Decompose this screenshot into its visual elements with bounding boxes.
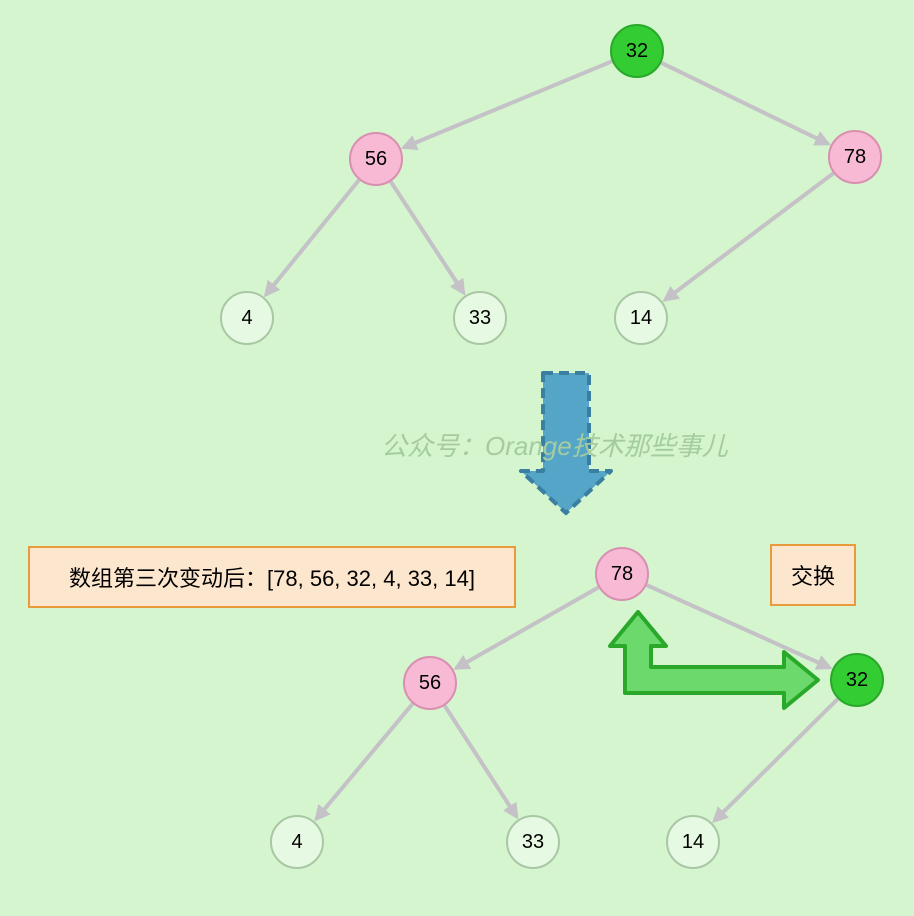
tree-top-node: 33: [453, 291, 507, 345]
watermark-text: 公众号：Orange技术那些事儿: [381, 426, 728, 463]
node-label: 32: [626, 40, 648, 63]
tree-edge: [665, 173, 833, 300]
node-label: 14: [682, 831, 704, 854]
tree-edge: [266, 180, 359, 295]
tree-top-node: 78: [828, 130, 882, 184]
node-label: 78: [611, 563, 633, 586]
node-label: 14: [630, 307, 652, 330]
node-label: 78: [844, 146, 866, 169]
array-state-box: 数组第三次变动后：[78, 56, 32, 4, 33, 14]: [28, 546, 516, 608]
tree-edge: [316, 704, 412, 819]
tree-bottom-node: 14: [666, 815, 720, 869]
node-label: 56: [365, 148, 387, 171]
transition-arrow: [521, 373, 611, 513]
node-label: 33: [522, 831, 544, 854]
tree-bottom-node: 56: [403, 656, 457, 710]
node-label: 56: [419, 672, 441, 695]
tree-edge: [714, 699, 837, 821]
tree-edge: [404, 61, 612, 147]
swap-label-box: 交换: [770, 544, 856, 606]
tree-bottom-node: 4: [270, 815, 324, 869]
node-label: 32: [846, 669, 868, 692]
node-label: 4: [291, 831, 302, 854]
tree-edge: [661, 63, 828, 144]
swap-label-box-label: 交换: [791, 559, 835, 591]
tree-bottom-node: 32: [830, 653, 884, 707]
swap-arrow: [610, 612, 818, 708]
tree-top-node: 32: [610, 24, 664, 78]
tree-bottom-node: 33: [506, 815, 560, 869]
tree-top-node: 56: [349, 132, 403, 186]
array-state-box-label: 数组第三次变动后：[78, 56, 32, 4, 33, 14]: [69, 561, 475, 593]
node-label: 4: [241, 307, 252, 330]
tree-edge: [445, 706, 517, 817]
tree-top-node: 4: [220, 291, 274, 345]
tree-edge: [391, 182, 464, 293]
tree-bottom-node: 78: [595, 547, 649, 601]
tree-top-node: 14: [614, 291, 668, 345]
node-label: 33: [469, 307, 491, 330]
diagram-canvas: 32 56 78 4 33 14 78 56 32 4 33 14 数组第三次变动后：[78, 56, …: [0, 0, 914, 916]
